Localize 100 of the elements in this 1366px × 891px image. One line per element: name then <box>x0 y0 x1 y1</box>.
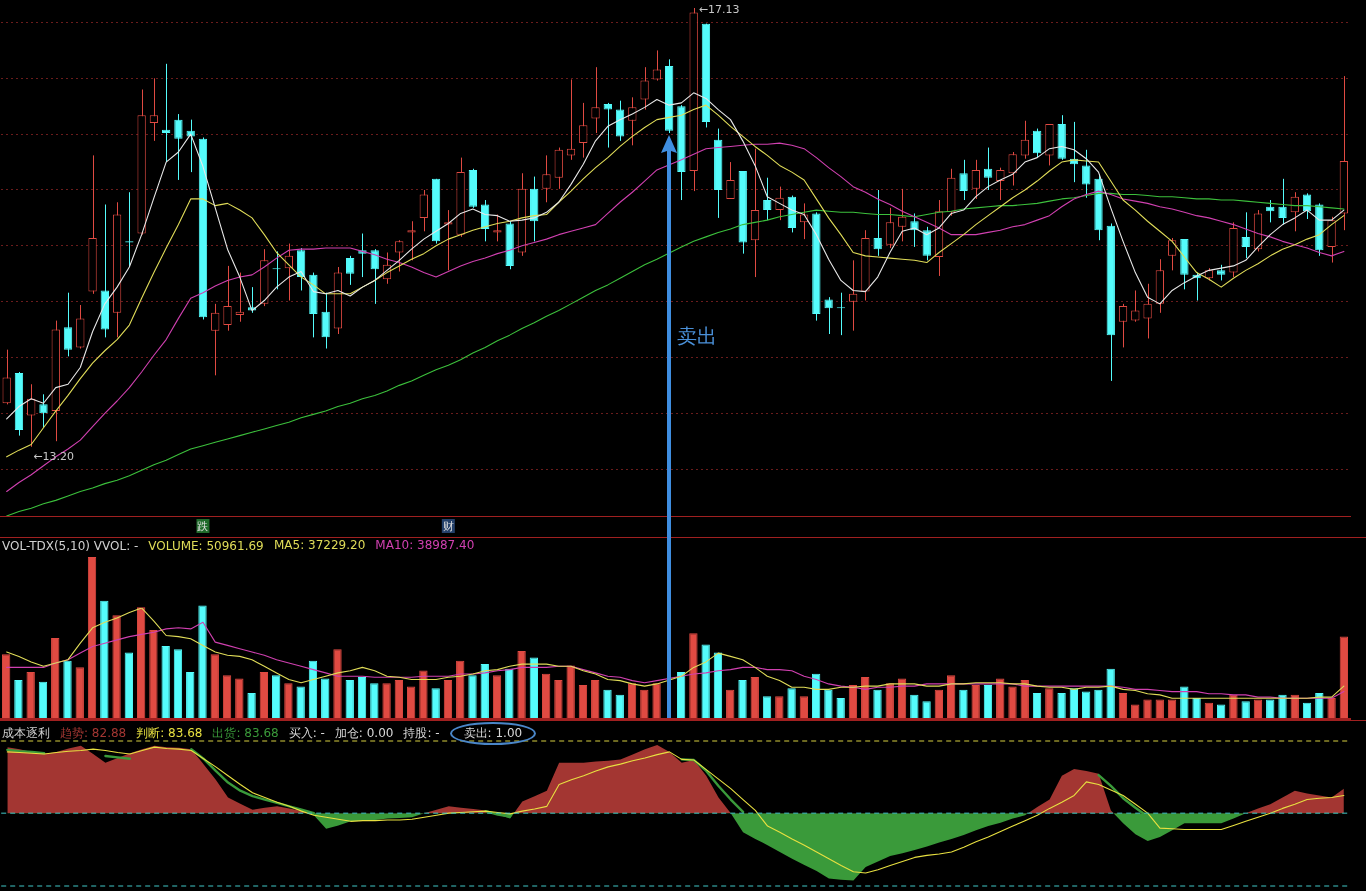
bar <box>87 557 97 719</box>
bar <box>1131 704 1140 719</box>
text: 买入: - <box>288 725 325 742</box>
candlestick <box>959 159 968 201</box>
text: 持股: - <box>403 725 440 742</box>
chart-title: VOL-TDX(5,10) VVOL: - <box>2 539 139 553</box>
bar <box>1339 636 1349 719</box>
candlestick <box>726 161 735 200</box>
bar <box>1327 697 1336 719</box>
bar <box>750 676 759 719</box>
candlestick <box>211 303 220 376</box>
bar <box>198 605 207 719</box>
bar <box>63 660 72 719</box>
candlestick <box>971 159 981 200</box>
bar <box>541 673 551 719</box>
bar <box>271 675 281 719</box>
candlestick <box>640 66 649 111</box>
bar <box>321 678 330 719</box>
candlestick <box>419 189 428 232</box>
bar <box>1094 689 1103 719</box>
annotation: ←17.13 <box>698 3 740 16</box>
bar <box>726 689 735 719</box>
bar <box>443 680 453 719</box>
bar <box>186 672 195 719</box>
bar <box>1057 693 1066 719</box>
bar <box>124 652 134 719</box>
candlestick <box>1241 211 1250 259</box>
candlestick <box>1020 120 1030 160</box>
candlestick <box>39 393 48 429</box>
bar <box>578 684 588 719</box>
bar <box>468 675 477 719</box>
text: VOLUME: 50961.69 <box>148 539 264 553</box>
bar <box>836 697 845 719</box>
bar <box>566 665 575 719</box>
bar <box>971 684 980 719</box>
bar <box>136 607 146 719</box>
bar <box>922 701 931 719</box>
series-label: 判断: 83.68 <box>136 725 203 742</box>
bar <box>222 675 232 719</box>
bar <box>959 689 968 719</box>
candlestick <box>542 154 551 203</box>
bar <box>345 680 354 719</box>
candlestick <box>1082 149 1091 199</box>
candlestick <box>346 255 355 286</box>
bar <box>394 680 404 719</box>
bar <box>173 649 183 719</box>
candlestick <box>922 226 931 261</box>
bar <box>296 686 305 719</box>
candlestick <box>1278 178 1287 226</box>
bar <box>357 676 367 719</box>
bar <box>1032 693 1042 719</box>
bar <box>701 644 710 719</box>
candlestick <box>444 209 453 271</box>
text: 加仓: 0.00 <box>334 725 394 742</box>
bar <box>934 689 944 719</box>
bar <box>689 633 698 719</box>
text: MA5: 37229.20 <box>274 538 366 552</box>
bar <box>259 672 269 719</box>
bar <box>333 649 342 719</box>
bar <box>640 689 649 719</box>
text: MA10: 38987.40 <box>375 538 475 552</box>
bar <box>1278 694 1287 719</box>
text: 跌 <box>197 520 209 533</box>
bar <box>1229 694 1238 719</box>
candlestick <box>603 102 612 149</box>
bar <box>799 696 809 719</box>
candlestick <box>223 265 232 332</box>
text: 财 <box>442 520 454 533</box>
candlestick <box>763 177 772 221</box>
bar <box>1216 704 1226 719</box>
annotation: 卖出 <box>677 324 718 348</box>
candlestick <box>898 188 907 242</box>
candlestick <box>1118 303 1128 348</box>
bar <box>161 646 170 719</box>
candlestick <box>824 296 833 335</box>
bar <box>382 683 391 719</box>
candlestick <box>1143 283 1152 339</box>
bar <box>1045 688 1054 719</box>
bar <box>1008 686 1017 719</box>
bar <box>149 629 158 719</box>
candlestick <box>983 147 993 191</box>
bar <box>505 668 514 719</box>
bar <box>370 683 379 719</box>
bar <box>112 615 121 719</box>
chart-title: 成本逐利 <box>2 725 50 742</box>
bar <box>713 652 723 719</box>
candlestick <box>321 292 330 350</box>
bar <box>627 683 637 719</box>
bar <box>247 693 256 719</box>
bar <box>517 650 526 719</box>
bar <box>210 654 219 719</box>
bar <box>1241 701 1250 719</box>
bar <box>492 675 502 719</box>
bar <box>51 638 60 719</box>
candlestick <box>591 66 600 134</box>
candlestick <box>1008 151 1017 187</box>
bar <box>1118 693 1128 719</box>
candlestick <box>27 383 36 448</box>
oval-outline: 卖出: 1.00 <box>449 722 537 745</box>
bar <box>775 696 784 719</box>
